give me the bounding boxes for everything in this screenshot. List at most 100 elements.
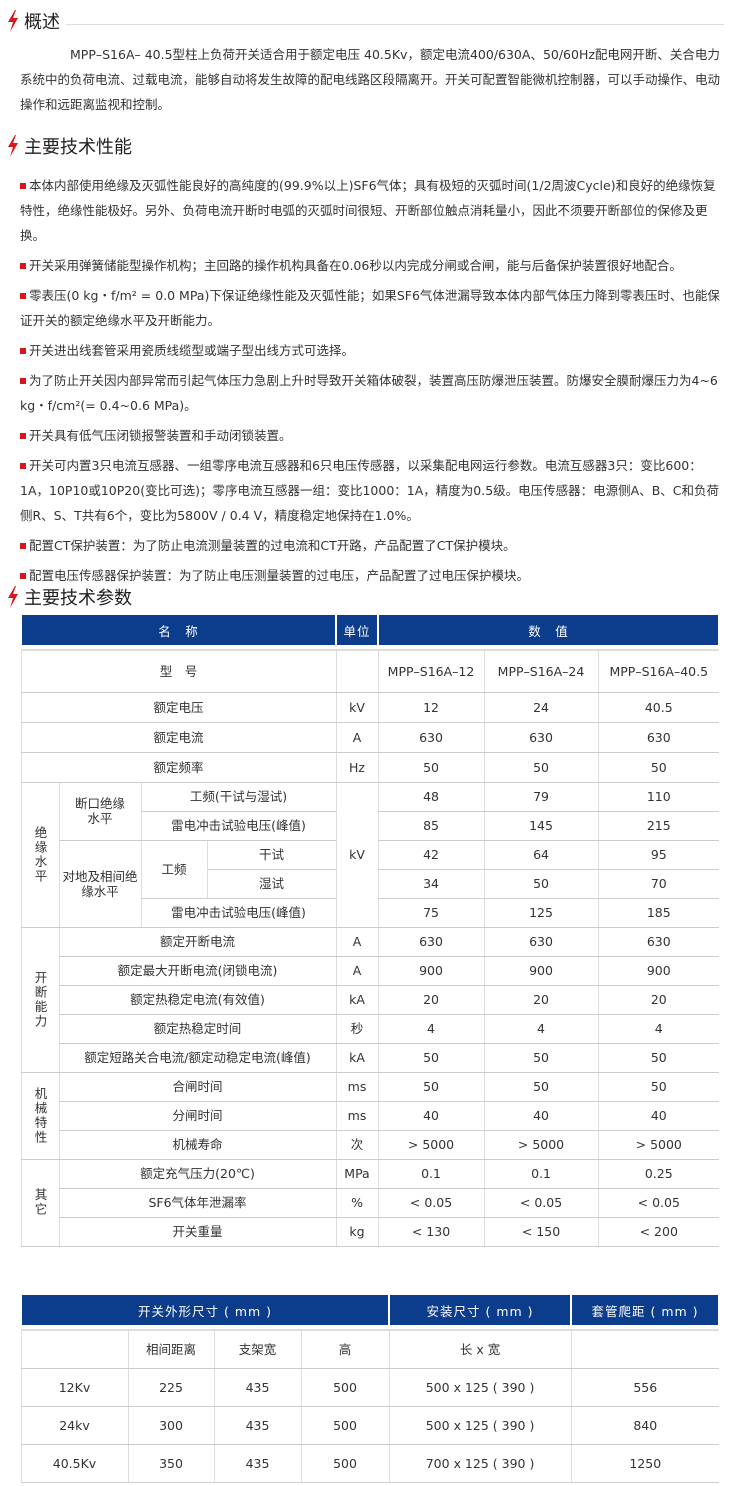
header-install-size: 安装尺寸 ( mm ): [388, 1295, 573, 1325]
table-cell: 840: [570, 1406, 720, 1445]
table-row: 其它 额定充气压力(20℃) MPa 0.1 0.1 0.25: [20, 1159, 720, 1247]
param-name: 额定充气压力(20℃): [58, 1159, 337, 1189]
model-name: MPP–S16A–24: [483, 649, 599, 693]
table-row: 开关重量 kg < 130 < 150 < 200: [21, 1217, 720, 1247]
table-cell: 24kv: [20, 1406, 128, 1445]
group-label: 绝缘水平: [20, 782, 59, 928]
value-cell: 900: [597, 956, 720, 986]
performance-item-text: 开关可内置3只电流互感器、一组零序电流互感器和6只电压传感器，以采集配电网运行参…: [20, 458, 720, 523]
value-cell: 75: [377, 898, 485, 928]
table-row: 分闸时间 ms 40 40 40: [21, 1101, 720, 1131]
value-cell: 24: [483, 692, 599, 723]
header-creepage: 套管爬距 ( mm ): [570, 1295, 721, 1325]
bullet-square-icon: [20, 433, 26, 439]
performance-item: 开关具有低气压闭锁报警装置和手动闭锁装置。: [20, 423, 720, 448]
param-name: 额定频率: [20, 752, 337, 783]
dimensions-table: 开关外形尺寸 ( mm ) 安装尺寸 ( mm ) 套管爬距 ( mm ) 相间距离…: [19, 1295, 721, 1483]
subheader-row: 相间距离 支架宽高长 x 宽: [20, 1329, 720, 1369]
bullet-square-icon: [20, 378, 26, 384]
performance-item: 配置CT保护装置：为了防止电流测量装置的过电流和CT开路，产品配置了CT保护模块…: [20, 533, 720, 558]
technical-parameters-table: 名 称单位数 值 型 号 MPP–S16A–12 MPP–S16A–24 MPP–S1…: [19, 615, 721, 1247]
value-cell: 630: [483, 927, 599, 957]
param-name: 额定热稳定电流(有效值): [58, 985, 337, 1015]
lightning-bolt-icon: [6, 135, 20, 157]
bullet-square-icon: [20, 183, 26, 189]
subheader-cell: 支架宽: [213, 1329, 301, 1369]
value-cell: 50: [377, 1043, 485, 1073]
subheader-cell: [570, 1329, 720, 1369]
value-cell: 70: [597, 869, 720, 899]
value-cell: 185: [597, 898, 720, 928]
unit-cell: ms: [335, 1072, 379, 1102]
model-name: MPP–S16A–40.5: [597, 649, 720, 693]
performance-item-text: 配置CT保护装置：为了防止电流测量装置的过电流和CT开路，产品配置了CT保护模块…: [29, 538, 516, 553]
table-cell: 12Kv: [20, 1368, 128, 1407]
unit-cell: Hz: [335, 752, 379, 783]
overview-text: MPP–S16A– 40.5型柱上负荷开关适合用于额定电压 40.5Kv，额定电…: [20, 42, 720, 117]
value-cell: > 5000: [483, 1130, 599, 1160]
unit-cell: 秒: [335, 1014, 379, 1044]
unit-cell: A: [335, 722, 379, 753]
performance-item: 开关采用弹簧储能型操作机构；主回路的操作机构具备在0.06秒以内完成分闸或合闸，…: [20, 253, 720, 278]
value-cell: 64: [483, 840, 599, 870]
table-row: 额定最大开断电流(闭锁电流) A 900 900 900: [21, 956, 720, 986]
value-cell: 900: [377, 956, 485, 986]
param-name: 开关重量: [58, 1217, 337, 1247]
bullet-square-icon: [20, 293, 26, 299]
value-cell: < 0.05: [483, 1188, 599, 1218]
table-cell: 500 x 125 ( 390 ): [388, 1368, 572, 1407]
unit-cell: kA: [335, 1043, 379, 1073]
table-cell: 435: [213, 1368, 301, 1407]
table-cell: 435: [213, 1406, 301, 1445]
header-value: 数 值: [377, 615, 721, 645]
value-cell: 34: [377, 869, 485, 899]
model-name: MPP–S16A–12: [377, 649, 485, 693]
table-cell: 40.5Kv: [20, 1444, 128, 1483]
param-name: 干试: [206, 840, 337, 870]
performance-item-text: 开关采用弹簧储能型操作机构；主回路的操作机构具备在0.06秒以内完成分闸或合闸，…: [29, 258, 682, 273]
value-cell: 0.1: [483, 1159, 599, 1189]
unit-cell: kg: [335, 1217, 379, 1247]
performance-list: 本体内部使用绝缘及灭弧性能良好的高纯度的(99.9%以上)SF6气体；具有极短的…: [20, 173, 720, 593]
value-cell: 50: [483, 869, 599, 899]
bullet-square-icon: [20, 543, 26, 549]
model-label: 型 号: [20, 649, 337, 693]
table-row: 40.5Kv 350 435 500 700 x 125 ( 390 ) 1250: [20, 1444, 720, 1483]
param-name: 额定最大开断电流(闭锁电流): [58, 956, 337, 986]
lightning-bolt-icon: [6, 586, 20, 608]
performance-item: 开关可内置3只电流互感器、一组零序电流互感器和6只电压传感器，以采集配电网运行参…: [20, 453, 720, 528]
value-cell: > 5000: [597, 1130, 720, 1160]
bullet-square-icon: [20, 348, 26, 354]
value-cell: > 5000: [377, 1130, 485, 1160]
subgroup-label: 对地及相间绝缘水平: [58, 840, 141, 928]
value-cell: 125: [483, 898, 599, 928]
table-cell: 500: [300, 1444, 390, 1483]
performance-item-text: 开关具有低气压闭锁报警装置和手动闭锁装置。: [29, 428, 292, 443]
value-cell: 630: [483, 722, 599, 753]
performance-item-text: 零表压(0 kg・f/m² = 0.0 MPa)下保证绝缘性能及灭弧性能；如果S…: [20, 288, 720, 328]
param-name: 雷电冲击试验电压(峰值): [140, 811, 337, 841]
value-cell: 630: [597, 927, 720, 957]
table-row: 额定热稳定电流(有效值) kA 20 20 20: [21, 985, 720, 1015]
model-row: 型 号 MPP–S16A–12 MPP–S16A–24 MPP–S16A–40.5: [20, 649, 720, 693]
unit-cell: kA: [335, 985, 379, 1015]
table-row: 开断能力 额定开断电流 A 630 630 630: [20, 927, 720, 1073]
value-cell: 4: [597, 1014, 720, 1044]
unit-cell: A: [335, 927, 379, 957]
subheader-cell: 相间距离: [127, 1329, 214, 1369]
table-row: SF6气体年泄漏率% < 0.05 < 0.05 < 0.05: [21, 1188, 720, 1218]
value-cell: 95: [597, 840, 720, 870]
value-cell: 0.25: [597, 1159, 720, 1189]
performance-item-text: 为了防止开关因内部异常而引起气体压力急剧上升时导致开关箱体破裂，装置高压防爆泄压…: [20, 373, 718, 413]
table-cell: 556: [570, 1368, 720, 1407]
header-unit: 单位: [335, 615, 380, 645]
table-cell: 700 x 125 ( 390 ): [388, 1444, 572, 1483]
header-name: 名 称: [19, 615, 338, 645]
param-name: SF6气体年泄漏率: [58, 1188, 337, 1218]
section-title: 概述: [24, 12, 60, 33]
value-cell: 40.5: [597, 692, 720, 723]
value-cell: < 0.05: [377, 1188, 485, 1218]
unit-cell: ms: [335, 1101, 379, 1131]
value-cell: 630: [377, 722, 485, 753]
table-cell: 500: [300, 1368, 390, 1407]
